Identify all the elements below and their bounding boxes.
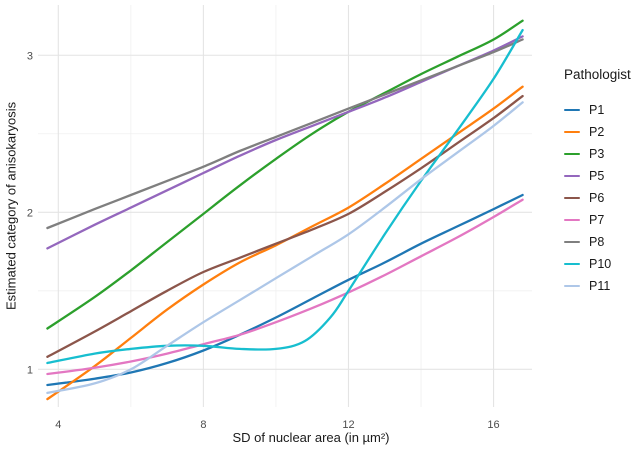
legend-swatch-P1 <box>564 108 580 112</box>
legend-label-P8: P8 <box>589 235 605 249</box>
series-line-P10 <box>46 28 524 365</box>
series-line-P8 <box>46 38 524 230</box>
series-line-P6 <box>46 94 524 358</box>
legend-swatch-P5 <box>564 174 580 178</box>
legend-item-P3: P3 <box>564 143 631 165</box>
y-tick-label-3: 3 <box>27 50 33 62</box>
legend-label-P6: P6 <box>589 191 605 205</box>
legend-item-P8: P8 <box>564 231 631 253</box>
series-line-P7 <box>46 198 524 376</box>
legend-label-P1: P1 <box>589 103 605 117</box>
legend: Pathologist P1 P2 P3 P5 P6 P7 P8 P10 P11 <box>564 67 631 297</box>
legend-item-P5: P5 <box>564 165 631 187</box>
x-tick-label-12: 12 <box>342 419 354 431</box>
legend-item-P2: P2 <box>564 121 631 143</box>
x-tick-label-4: 4 <box>55 419 61 431</box>
legend-item-P10: P10 <box>564 253 631 275</box>
x-tick-label-8: 8 <box>200 419 206 431</box>
legend-label-P5: P5 <box>589 169 605 183</box>
legend-swatch-P3 <box>564 152 580 156</box>
x-tick-label-16: 16 <box>487 419 499 431</box>
series-line-P3 <box>46 19 524 330</box>
legend-item-P7: P7 <box>564 209 631 231</box>
legend-title: Pathologist <box>564 67 631 82</box>
series-line-P1 <box>46 193 524 387</box>
x-axis-title: SD of nuclear area (in µm²) <box>232 430 390 445</box>
y-tick-label-1: 1 <box>27 364 33 376</box>
legend-label-P10: P10 <box>589 257 612 271</box>
y-tick-label-2: 2 <box>27 207 33 219</box>
y-axis-title: Estimated category of anisokaryosis <box>3 101 19 311</box>
legend-swatch-P8 <box>564 240 580 244</box>
legend-label-P11: P11 <box>589 279 611 293</box>
legend-label-P7: P7 <box>589 213 605 227</box>
legend-swatch-P11 <box>564 284 580 288</box>
legend-swatch-P10 <box>564 262 580 266</box>
legend-item-P6: P6 <box>564 187 631 209</box>
legend-label-P2: P2 <box>589 125 605 139</box>
legend-swatch-P7 <box>564 218 580 222</box>
legend-items: P1 P2 P3 P5 P6 P7 P8 P10 P11 <box>564 99 631 297</box>
legend-swatch-P2 <box>564 130 580 134</box>
legend-label-P3: P3 <box>589 147 605 161</box>
legend-item-P11: P11 <box>564 275 631 297</box>
series-line-P11 <box>46 101 524 395</box>
legend-swatch-P6 <box>564 196 580 200</box>
legend-item-P1: P1 <box>564 99 631 121</box>
